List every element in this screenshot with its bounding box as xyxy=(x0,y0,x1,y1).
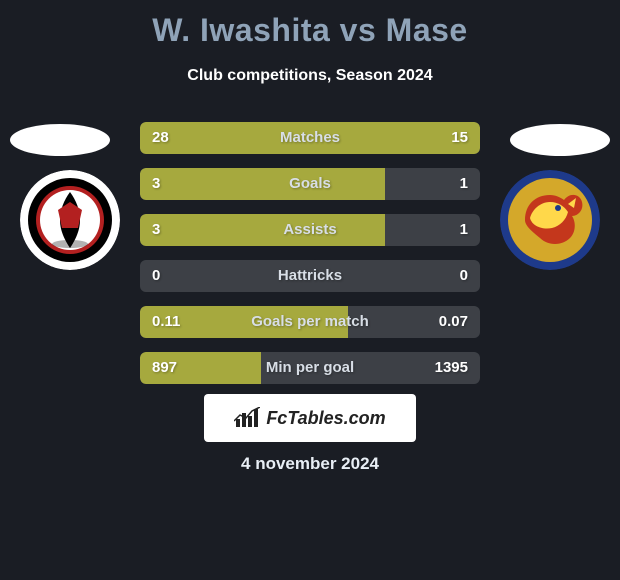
stat-label: Goals per match xyxy=(140,306,480,338)
stat-value-right: 0 xyxy=(460,260,468,292)
page-title: W. Iwashita vs Mase xyxy=(0,0,620,49)
player-badge-left xyxy=(10,124,110,156)
attribution-text: FcTables.com xyxy=(266,408,385,429)
date-text: 4 november 2024 xyxy=(0,454,620,474)
stats-container: 28 Matches 15 3 Goals 1 3 Assists 1 0 Ha… xyxy=(140,122,480,398)
stat-value-right: 1 xyxy=(460,168,468,200)
stat-label: Min per goal xyxy=(140,352,480,384)
stat-row: 897 Min per goal 1395 xyxy=(140,352,480,384)
team-badge-left xyxy=(20,170,120,270)
team-logo-right-icon xyxy=(500,170,600,270)
team-badge-right xyxy=(500,170,600,270)
player-badge-right xyxy=(510,124,610,156)
stat-value-right: 15 xyxy=(451,122,468,154)
stat-row: 0.11 Goals per match 0.07 xyxy=(140,306,480,338)
team-logo-left-icon xyxy=(20,170,120,270)
bar-chart-icon xyxy=(234,407,260,429)
stat-row: 3 Goals 1 xyxy=(140,168,480,200)
attribution-badge: FcTables.com xyxy=(204,394,416,442)
stat-value-right: 1395 xyxy=(435,352,468,384)
stat-row: 28 Matches 15 xyxy=(140,122,480,154)
stat-label: Goals xyxy=(140,168,480,200)
stat-value-right: 1 xyxy=(460,214,468,246)
stat-value-right: 0.07 xyxy=(439,306,468,338)
stat-label: Matches xyxy=(140,122,480,154)
page-subtitle: Club competitions, Season 2024 xyxy=(0,67,620,85)
stat-label: Assists xyxy=(140,214,480,246)
stat-row: 3 Assists 1 xyxy=(140,214,480,246)
stat-label: Hattricks xyxy=(140,260,480,292)
stat-row: 0 Hattricks 0 xyxy=(140,260,480,292)
